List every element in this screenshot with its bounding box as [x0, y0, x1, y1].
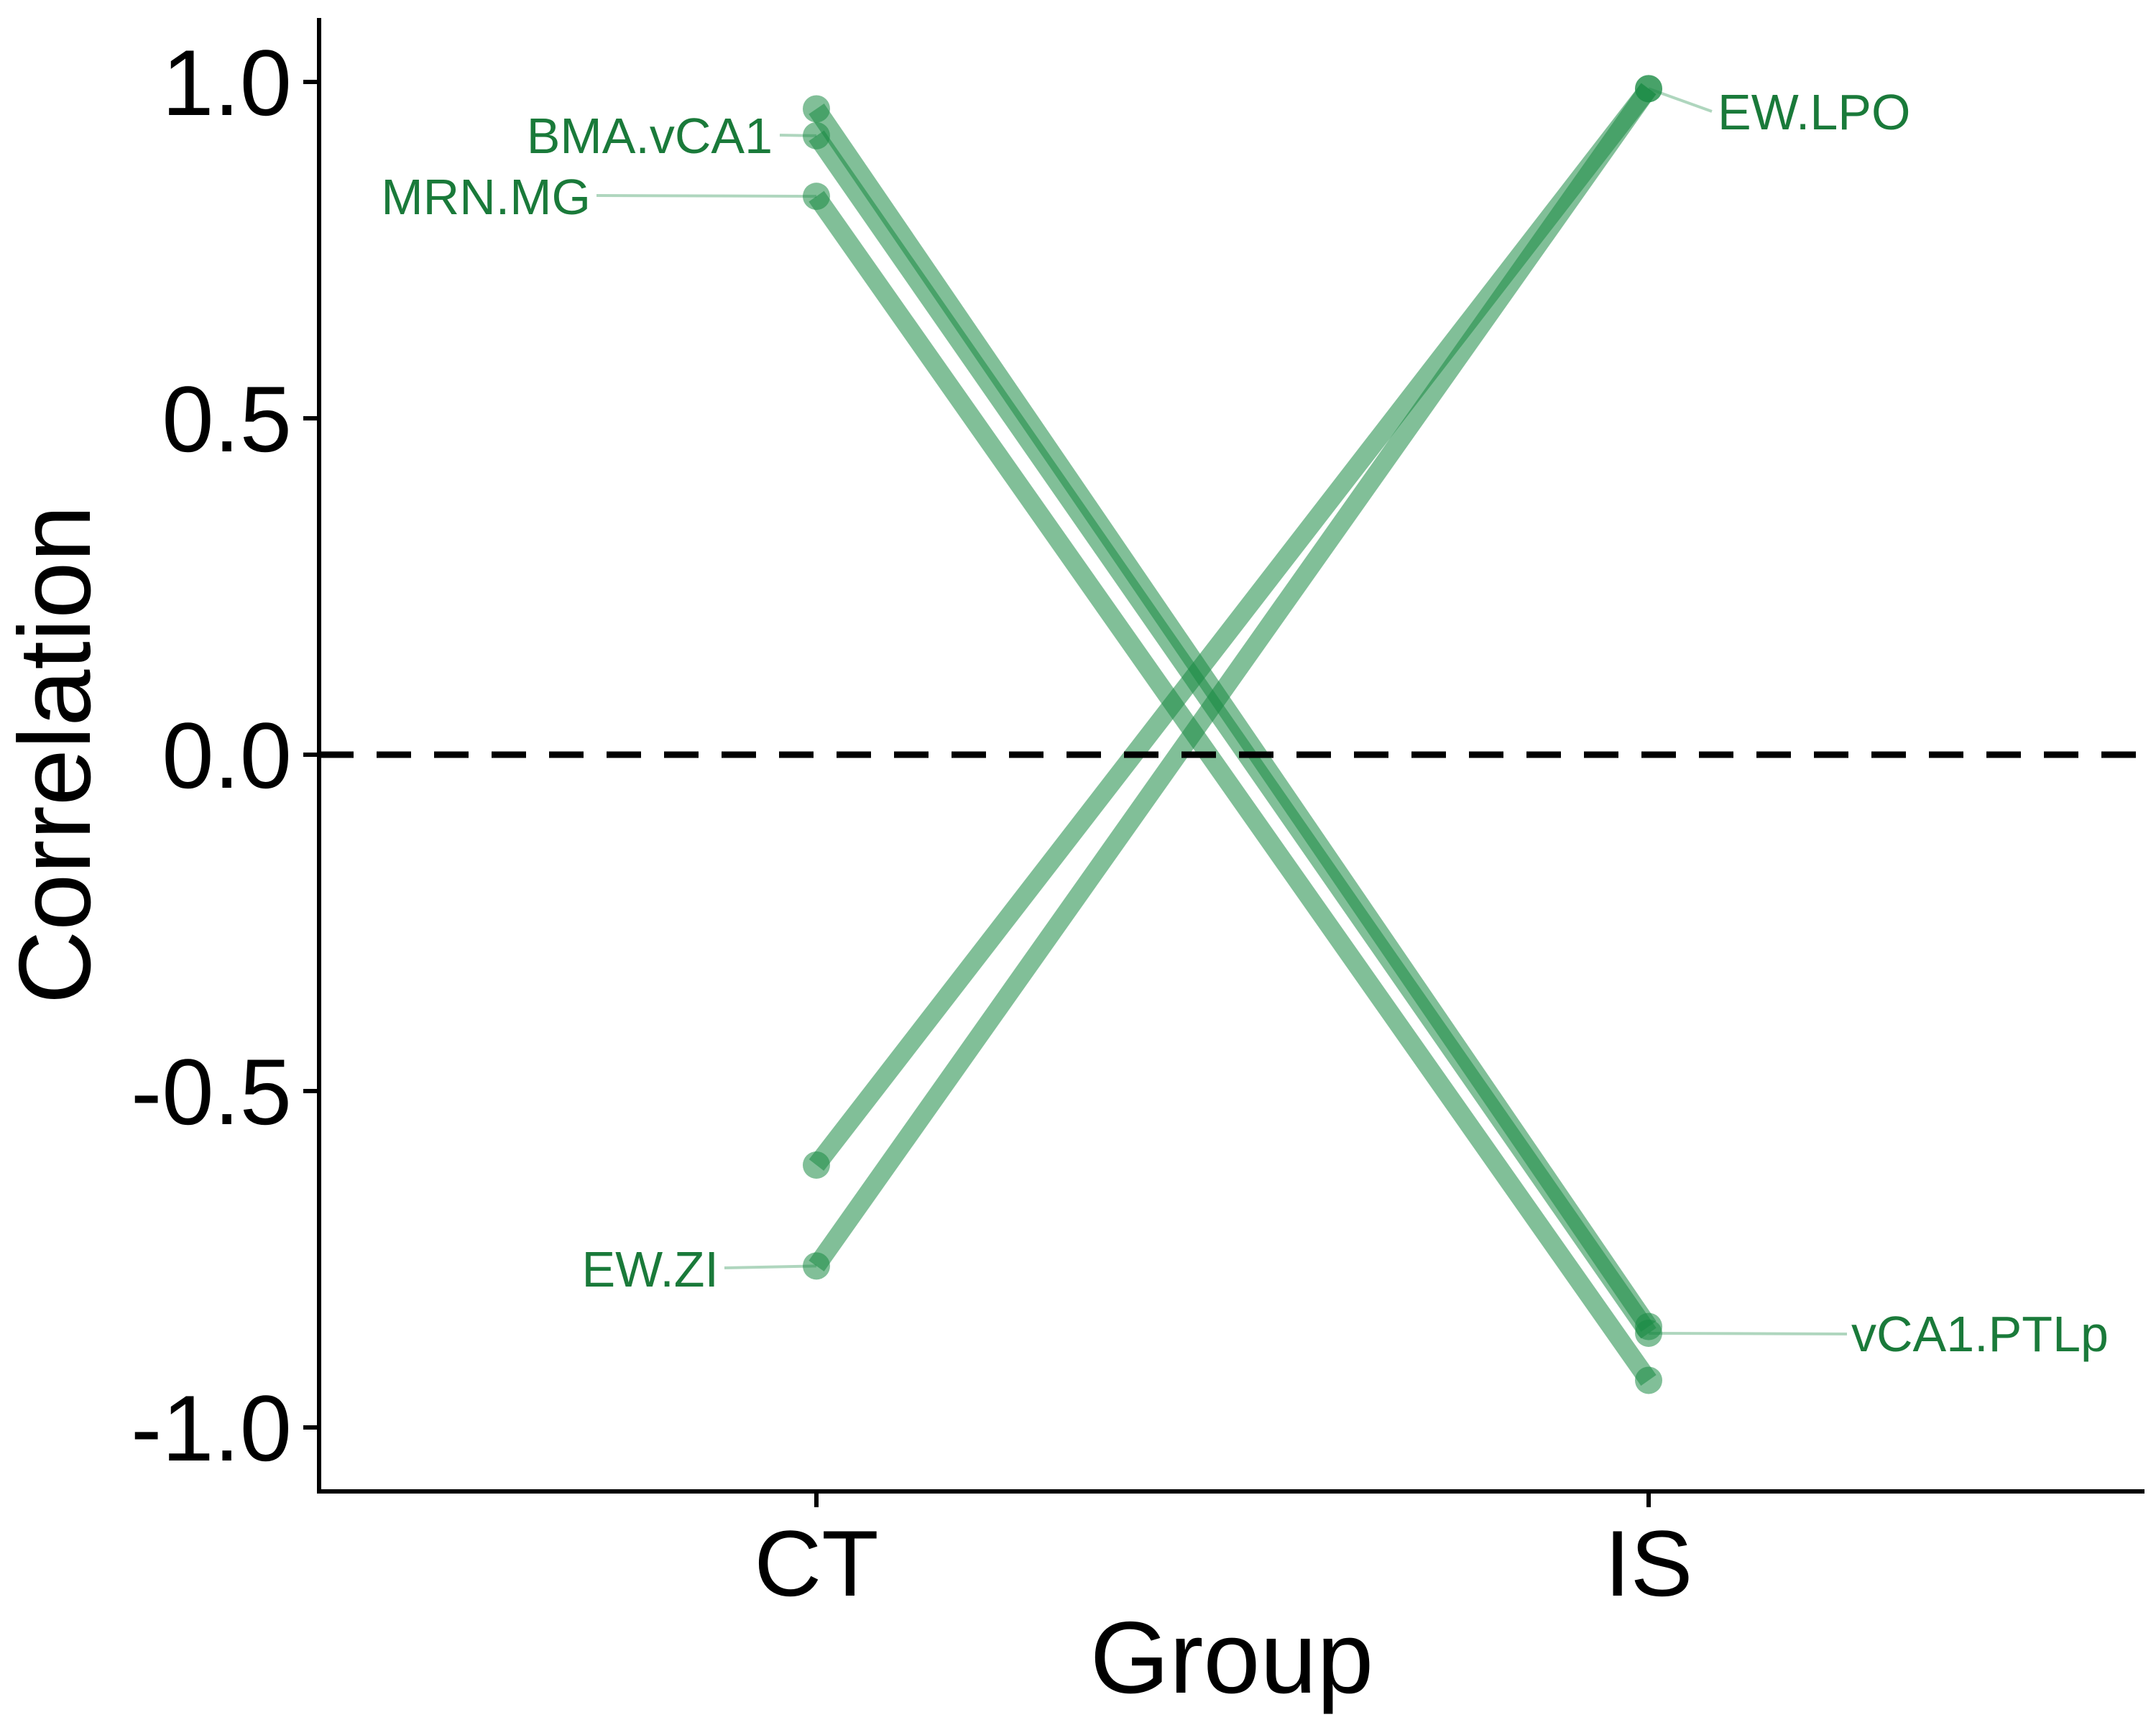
data-point-ct [803, 1151, 830, 1179]
series-line [808, 130, 1657, 1339]
data-point-is [1635, 75, 1662, 103]
series-line [808, 83, 1657, 1271]
label-leader-line [779, 134, 817, 137]
data-point-ct [803, 121, 830, 150]
x-ticks: CT IS [754, 1491, 1692, 1616]
x-tick-label: IS [1605, 1511, 1693, 1616]
x-axis-title: Group [1090, 1601, 1374, 1715]
label-leader-line [1648, 87, 1713, 113]
data-point-ct [803, 95, 830, 123]
x-tick-label: CT [754, 1511, 878, 1616]
point-label: vCA1.PTLp [1851, 1306, 2109, 1362]
y-tick-label: 1.0 [162, 30, 292, 135]
label-leader-line [1648, 1331, 1848, 1335]
point-label: BMA.vCA1 [527, 108, 773, 164]
series-layer [803, 75, 1662, 1394]
point-label: EW.ZI [581, 1241, 719, 1297]
label-leader-line [724, 1264, 817, 1269]
y-axis-title: Correlation [0, 505, 112, 1005]
y-tick-label: -0.5 [131, 1039, 292, 1144]
point-label: MRN.MG [381, 169, 591, 225]
data-point-ct [803, 1252, 830, 1280]
y-tick-label: 0.0 [162, 703, 292, 808]
data-point-is [1635, 1319, 1662, 1347]
data-point-is [1635, 1366, 1662, 1394]
series-line [808, 83, 1657, 1171]
y-ticks: -1.0 -0.5 0.0 0.5 1.0 [131, 30, 319, 1481]
y-tick-label: 0.5 [162, 367, 292, 472]
data-point-ct [803, 183, 830, 211]
point-label: EW.LPO [1718, 84, 1910, 140]
series-line [808, 190, 1657, 1386]
y-tick-label: -1.0 [131, 1376, 292, 1481]
